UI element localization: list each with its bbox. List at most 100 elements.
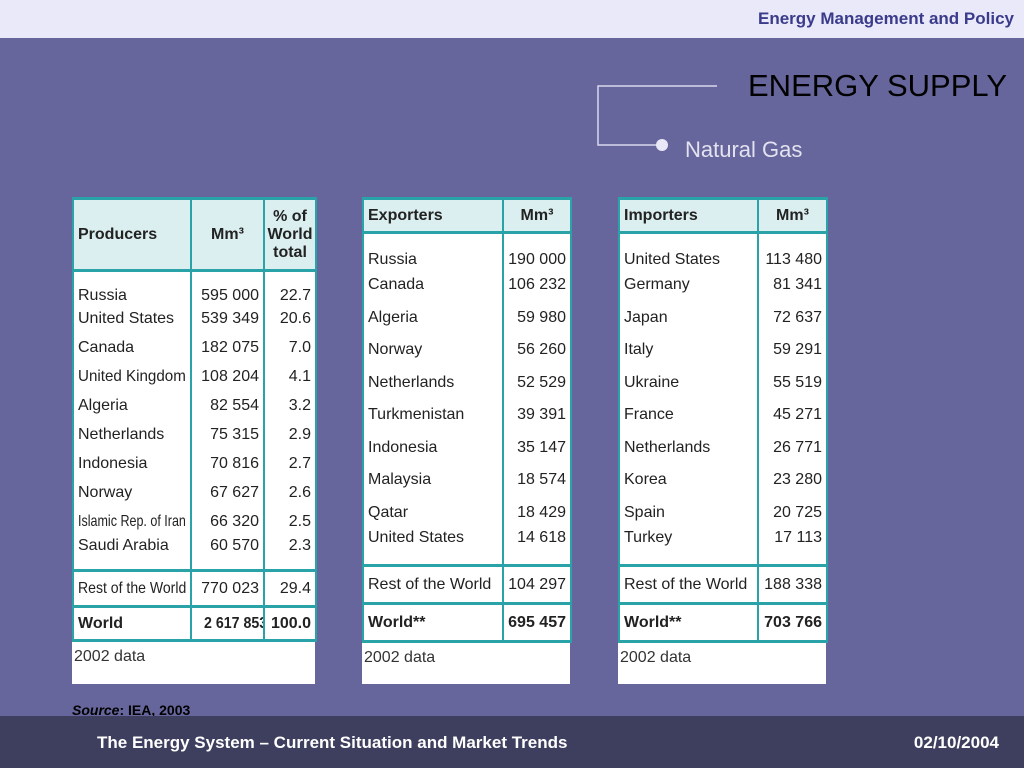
data-row: Germany 81 341	[618, 269, 828, 302]
cell-text: Ukraine	[624, 373, 680, 391]
cell: Korea	[618, 464, 759, 497]
cell: 56 260	[502, 334, 572, 367]
decoration	[597, 85, 717, 151]
cell: 18 574	[502, 464, 572, 497]
data-row: Italy 59 291	[618, 334, 828, 367]
world-cell-text: 695 457	[508, 613, 566, 631]
header-cell: % of World total	[263, 197, 317, 272]
cell-text: Japan	[624, 308, 668, 326]
source: Source: IEA, 2003	[72, 702, 190, 718]
cell-text: 22.7	[279, 286, 311, 304]
cell: Norway	[362, 334, 504, 367]
cell: Germany	[618, 269, 759, 302]
cell: 4.1	[263, 362, 317, 392]
cell-text: Saudi Arabia	[78, 536, 169, 554]
rest-cell-text: 770 023	[201, 579, 259, 597]
cell-text: 2.9	[288, 426, 311, 443]
header-row: Importers Mm³	[618, 197, 828, 234]
cell: 18 429	[502, 496, 572, 529]
cell: 106 232	[502, 269, 572, 302]
cell: Russia	[72, 270, 192, 305]
data-row: Netherlands 52 529	[362, 366, 572, 399]
cell: 45 271	[757, 399, 828, 432]
cell: 2.7	[263, 449, 317, 479]
world-cell: 695 457	[502, 603, 572, 643]
data-row: Turkmenistan 39 391	[362, 399, 572, 432]
table-box: Exporters Mm³ Russia 190 000 Canada 106 232 Al…	[362, 197, 572, 684]
header-cell-text: Importers	[624, 206, 698, 224]
cell-text: Islamic Rep. of Iran	[78, 513, 186, 530]
cell-text: Italy	[624, 341, 654, 359]
cell-text: 18 574	[517, 471, 566, 489]
cell: Qatar	[362, 496, 504, 529]
cell-text: Indonesia	[78, 455, 148, 472]
world-cell: 703 766	[757, 603, 828, 643]
cell: 52 529	[502, 366, 572, 399]
cell: 22.7	[263, 270, 317, 305]
cell-text: 20 725	[773, 503, 822, 521]
cell: 67 627	[190, 478, 265, 508]
cell: United States	[362, 529, 504, 566]
cell-text: 55 519	[773, 373, 822, 391]
data-row: United States 113 480	[618, 232, 828, 269]
cell-text: 190 000	[508, 251, 566, 268]
data-row: Algeria 82 554 3.2	[72, 391, 317, 421]
cell-text: Norway	[78, 484, 133, 501]
cell: Russia	[362, 232, 504, 269]
data-row: Indonesia 35 147	[362, 431, 572, 464]
data-row: Netherlands 75 315 2.9	[72, 420, 317, 450]
cell: 60 570	[190, 536, 265, 571]
cell: 539 349	[190, 304, 265, 334]
header-cell: Exporters	[362, 197, 504, 234]
cell-text: 2.5	[288, 513, 311, 530]
cell: 75 315	[190, 420, 265, 450]
cell-text: Turkey	[624, 529, 673, 546]
world-cell: World**	[618, 603, 759, 643]
cell: Saudi Arabia	[72, 536, 192, 571]
cell-text: 67 627	[210, 484, 259, 501]
world-cell: 100.0	[263, 606, 317, 642]
cell: Indonesia	[72, 449, 192, 479]
cell-text: Canada	[78, 339, 135, 356]
header-cell-text: Exporters	[368, 206, 443, 224]
cell-text: Russia	[78, 286, 127, 304]
cell-text: 66 320	[210, 513, 259, 530]
data-row: United States 539 349 20.6	[72, 304, 317, 334]
cell: Turkmenistan	[362, 399, 504, 432]
cell: Canada	[362, 269, 504, 302]
header-cell-text: % of World total	[267, 207, 313, 261]
cell-text: United States	[78, 310, 175, 327]
cell: United States	[72, 304, 192, 334]
cell: 20.6	[263, 304, 317, 334]
cell-text: Netherlands	[624, 438, 711, 456]
cell: Ukraine	[618, 366, 759, 399]
data-row: Indonesia 70 816 2.7	[72, 449, 317, 479]
rest-cell: Rest of the World	[72, 570, 192, 608]
world-row: World 2 617 853 100.0	[72, 606, 317, 642]
rest-cell-text: Rest of the World	[78, 579, 187, 597]
cell-text: 70 816	[210, 455, 259, 472]
cell: Netherlands	[362, 366, 504, 399]
cell-text: Turkmenistan	[368, 406, 465, 424]
cell: Algeria	[72, 391, 192, 421]
cell-text: 26 771	[773, 438, 822, 456]
rest-cell: 29.4	[263, 570, 317, 608]
cell-text: 72 637	[773, 308, 822, 326]
rest-cell: 104 297	[502, 565, 572, 605]
source-text: : IEA, 2003	[119, 702, 191, 718]
cell-text: Netherlands	[78, 426, 165, 443]
header-row: Exporters Mm³	[362, 197, 572, 234]
cell-text: 7.0	[288, 339, 311, 356]
rest-row: Rest of the World 770 023 29.4	[72, 570, 317, 608]
cell: Algeria	[362, 301, 504, 334]
cell-text: 108 204	[201, 368, 259, 385]
header-cell-text: Mm³	[520, 206, 554, 224]
cell-text: 4.1	[288, 368, 311, 385]
cell-text: Russia	[368, 251, 417, 268]
cell-text: 539 349	[201, 310, 259, 327]
world-cell-text: World	[78, 614, 124, 632]
header-cell: Mm³	[502, 197, 572, 234]
world-cell: 2 617 853	[190, 606, 265, 642]
cell-text: Algeria	[78, 397, 128, 414]
